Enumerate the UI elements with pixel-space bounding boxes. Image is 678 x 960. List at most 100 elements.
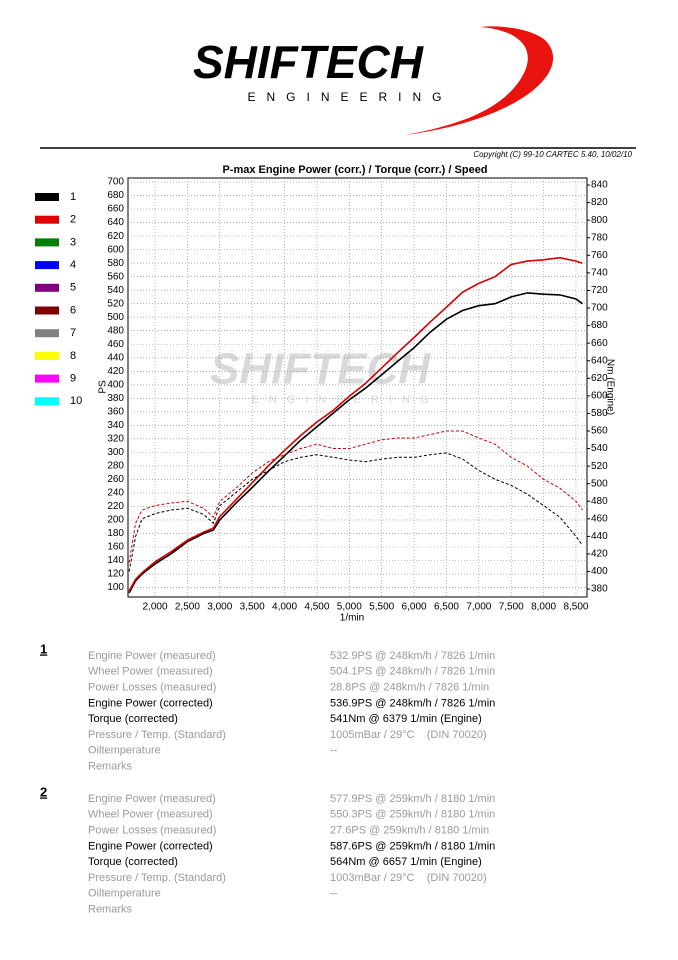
x-tick-label: 3,500 [240,602,265,613]
watermark-brand: SHIFTECH [210,345,431,394]
row-label: Torque (corrected) [88,856,178,868]
row-value: 504.1PS @ 248km/h / 7826 1/min [330,666,495,678]
y-tick-label: 220 [107,501,124,512]
row-label: Torque (corrected) [88,713,178,725]
row-label: Pressure / Temp. (Standard) [88,872,226,884]
y2-tick-label: 560 [591,426,608,437]
y2-tick-label: 640 [591,355,608,366]
row-value: -- [330,745,338,757]
y-tick-label: 260 [107,474,124,485]
legend-label: 7 [70,327,76,339]
legend-label: 5 [70,282,76,294]
row-label: Remarks [88,904,133,916]
row-label: Engine Power (corrected) [88,697,213,709]
y-tick-label: 680 [107,190,124,201]
legend-swatch [35,374,59,383]
y-tick-label: 400 [107,379,124,390]
y-tick-label: 560 [107,271,124,282]
y2-tick-label: 480 [591,496,608,507]
y2-tick-label: 680 [591,320,608,331]
legend-swatch [35,238,59,247]
row-label: Pressure / Temp. (Standard) [88,729,226,741]
y2-tick-label: 800 [591,215,608,226]
legend-label: 2 [70,214,76,226]
legend-label: 8 [70,350,76,362]
y-tick-label: 620 [107,231,124,242]
y-tick-label: 540 [107,285,124,296]
legend-swatch [35,193,59,201]
y-tick-label: 420 [107,366,124,377]
row-value: 577.9PS @ 259km/h / 8180 1/min [330,793,495,805]
y-tick-label: 380 [107,393,124,404]
y2-tick-label: 700 [591,303,608,314]
legend-label: 1 [70,191,76,203]
x-axis-label: 1/min [340,613,364,624]
y-tick-label: 200 [107,515,124,526]
y2-tick-label: 780 [591,232,608,243]
y2-tick-label: 400 [591,566,608,577]
y2-tick-label: 760 [591,250,608,261]
watermark-tagline: ENGINEERING [251,394,438,406]
legend-label: 10 [70,395,82,407]
row-label: Oiltemperature [88,888,161,900]
y-tick-label: 600 [107,244,124,255]
x-tick-label: 4,500 [304,602,329,613]
y2-tick-label: 380 [591,584,608,595]
y2-tick-label: 840 [591,180,608,191]
y-tick-label: 520 [107,298,124,309]
row-label: Remarks [88,761,133,773]
y-tick-label: 500 [107,312,124,323]
y-tick-label: 580 [107,258,124,269]
legend-swatch [35,397,59,406]
legend-swatch [35,215,59,224]
row-value: 28.8PS @ 248km/h / 7826 1/min [330,682,489,694]
row-label: Power Losses (measured) [88,682,216,694]
y-tick-label: 180 [107,528,124,539]
plot-frame [127,177,588,598]
y-tick-label: 120 [107,569,124,580]
chart-title: P-max Engine Power (corr.) / Torque (cor… [222,164,487,176]
y-tick-label: 440 [107,352,124,363]
run-number: 2 [40,784,47,799]
row-value: 1003mBar / 29°C (DIN 70020) [330,872,487,884]
x-tick-label: 6,000 [402,602,427,613]
row-value: 1005mBar / 29°C (DIN 70020) [330,729,487,741]
legend-swatch [35,329,59,338]
y-tick-label: 240 [107,488,124,499]
y2-tick-label: 520 [591,461,608,472]
y-tick-label: 300 [107,447,124,458]
legend-swatch [35,351,59,360]
y2-tick-label: 620 [591,373,608,384]
x-tick-label: 7,000 [466,602,491,613]
legend-swatch [35,306,59,315]
y2-tick-label: 580 [591,408,608,419]
legend-label: 3 [70,236,76,248]
row-value: 550.3PS @ 259km/h / 8180 1/min [330,809,495,821]
power-line [128,256,583,592]
x-tick-label: 7,500 [499,602,524,613]
x-tick-label: 5,000 [337,602,362,613]
row-label: Engine Power (corrected) [88,840,213,852]
legend-swatch [35,261,59,270]
legend-label: 4 [70,259,76,271]
y-tick-label: 140 [107,555,124,566]
copyright: Copyright (C) 99-10 CARTEC 5.40, 10/02/1… [473,150,632,159]
x-tick-label: 5,500 [369,602,394,613]
row-label: Oiltemperature [88,745,161,757]
y-tick-label: 100 [107,582,124,593]
row-label: Engine Power (measured) [88,650,216,662]
y-tick-label: 360 [107,406,124,417]
row-value: 27.6PS @ 259km/h / 8180 1/min [330,825,489,837]
y-tick-label: 160 [107,542,124,553]
brand: SHIFTECH [193,36,424,88]
row-value: 536.9PS @ 248km/h / 7826 1/min [330,697,495,709]
row-value: 532.9PS @ 248km/h / 7826 1/min [330,650,495,662]
y-tick-label: 320 [107,434,124,445]
y2-tick-label: 440 [591,531,608,542]
x-tick-label: 3,000 [207,602,232,613]
legend-label: 6 [70,304,76,316]
row-value: 541Nm @ 6379 1/min (Engine) [330,713,482,725]
y-tick-label: 340 [107,420,124,431]
y2-tick-label: 660 [591,338,608,349]
